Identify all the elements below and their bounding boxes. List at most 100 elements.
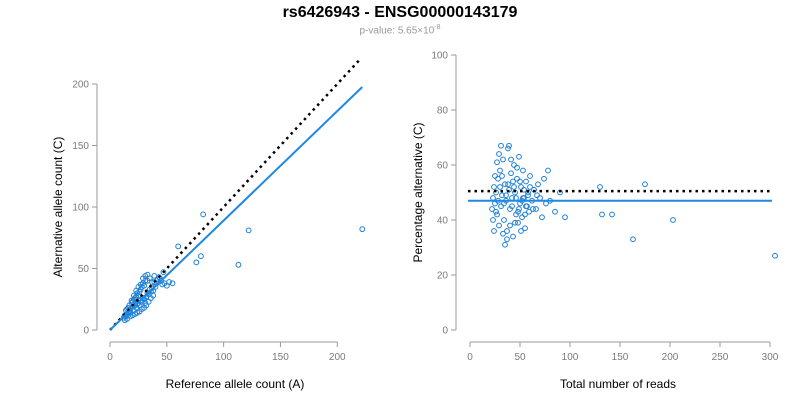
right-data-point xyxy=(517,178,523,185)
right-x-tick-label: 150 xyxy=(612,352,629,363)
right-data-point xyxy=(507,222,513,229)
left-x-tick-label: 200 xyxy=(329,352,346,363)
left-data-point xyxy=(160,269,167,276)
right-data-point xyxy=(527,173,533,179)
right-data-point xyxy=(505,145,511,152)
left-data-point xyxy=(193,259,200,266)
left-data-point xyxy=(121,317,128,324)
right-x-tick-label: 100 xyxy=(562,352,579,363)
left-x-tick-label: 150 xyxy=(272,352,289,363)
left-x-tick-label: 0 xyxy=(107,352,113,363)
left-data-point xyxy=(198,253,204,260)
right-data-point xyxy=(562,214,568,221)
right-data-point xyxy=(498,142,504,149)
right-data-point xyxy=(503,192,509,199)
right-data-point xyxy=(491,184,497,190)
left-x-tick-label: 50 xyxy=(161,352,173,363)
left-y-tick-label: 0 xyxy=(83,326,89,337)
right-y-tick-label: 40 xyxy=(437,216,449,227)
right-data-point xyxy=(526,208,532,215)
right-data-point xyxy=(552,208,558,215)
right-data-point xyxy=(499,192,505,199)
right-x-tick-label: 0 xyxy=(467,352,473,363)
right-x-tick-label: 300 xyxy=(762,352,779,363)
left-y-tick-label: 200 xyxy=(72,80,89,91)
right-data-point xyxy=(489,206,495,212)
left-data-point xyxy=(235,261,242,268)
right-data-point xyxy=(516,206,522,212)
left-x-axis-title: Reference allele count (A) xyxy=(166,377,305,391)
left-data-point xyxy=(166,279,172,285)
right-x-tick-label: 50 xyxy=(514,352,526,363)
right-data-point xyxy=(502,181,508,188)
right-y-tick-label: 0 xyxy=(442,326,448,337)
right-data-point xyxy=(508,170,514,177)
left-data-point xyxy=(200,211,207,218)
right-data-point xyxy=(496,151,502,157)
right-data-point xyxy=(494,211,500,218)
right-data-point xyxy=(642,181,648,188)
left-data-point xyxy=(245,227,252,234)
right-y-tick-label: 100 xyxy=(431,51,448,62)
right-data-point xyxy=(492,200,498,207)
right-data-point xyxy=(509,203,515,210)
right-data-point xyxy=(772,252,778,259)
right-data-point xyxy=(514,164,520,171)
left-data-point xyxy=(137,281,144,288)
right-data-point xyxy=(499,173,505,179)
right-data-point xyxy=(494,159,500,166)
right-data-point xyxy=(520,167,526,174)
right-data-point xyxy=(491,228,497,234)
right-data-point xyxy=(530,206,536,212)
p-value-subtitle: p-value: 5.65×10-8 xyxy=(0,24,800,36)
right-data-point xyxy=(500,156,506,163)
left-x-tick-label: 100 xyxy=(215,352,232,363)
left-data-point xyxy=(142,272,149,279)
right-data-point xyxy=(527,184,533,190)
right-data-point xyxy=(511,162,517,168)
right-data-point xyxy=(492,173,498,179)
left-fit-line xyxy=(109,86,363,331)
right-data-point xyxy=(609,211,615,218)
right-data-point xyxy=(597,184,603,190)
right-data-point xyxy=(508,156,514,163)
left-data-point xyxy=(359,226,366,233)
right-x-axis-title: Total number of reads xyxy=(560,377,676,391)
right-y-tick-label: 80 xyxy=(437,106,449,117)
p-value-exponent: -8 xyxy=(434,24,441,31)
right-data-point xyxy=(515,208,521,215)
right-data-point xyxy=(496,222,502,229)
left-y-tick-label: 150 xyxy=(72,141,89,152)
right-data-point xyxy=(497,167,503,174)
right-data-point xyxy=(510,178,516,185)
right-data-point xyxy=(539,214,545,221)
right-data-point xyxy=(534,192,540,199)
right-data-point xyxy=(504,236,510,243)
left-y-axis-title: Alternative allele count (C) xyxy=(51,137,65,278)
right-data-point xyxy=(525,192,531,199)
right-data-point xyxy=(521,186,527,193)
right-data-point xyxy=(518,184,524,190)
right-data-point xyxy=(537,195,543,201)
right-data-point xyxy=(516,153,522,160)
left-data-point xyxy=(144,277,151,284)
right-data-point xyxy=(511,184,517,190)
left-data-point xyxy=(175,243,182,250)
left-y-tick-label: 100 xyxy=(72,203,89,214)
right-data-point xyxy=(522,225,528,232)
right-data-point xyxy=(523,203,529,210)
right-data-point xyxy=(506,142,512,149)
right-data-point xyxy=(512,219,518,226)
right-x-tick-label: 200 xyxy=(662,352,679,363)
right-data-point xyxy=(533,206,539,212)
right-data-point xyxy=(490,217,496,223)
right-data-point xyxy=(510,233,516,240)
right-data-point xyxy=(501,217,507,223)
chart-title: rs6426943 - ENSG00000143179 xyxy=(282,4,518,21)
left-reference-line xyxy=(109,58,361,331)
left-data-point xyxy=(169,280,176,287)
right-data-point xyxy=(515,219,521,226)
right-data-point xyxy=(670,217,676,223)
right-y-tick-label: 20 xyxy=(437,271,449,282)
right-data-point xyxy=(541,175,547,182)
